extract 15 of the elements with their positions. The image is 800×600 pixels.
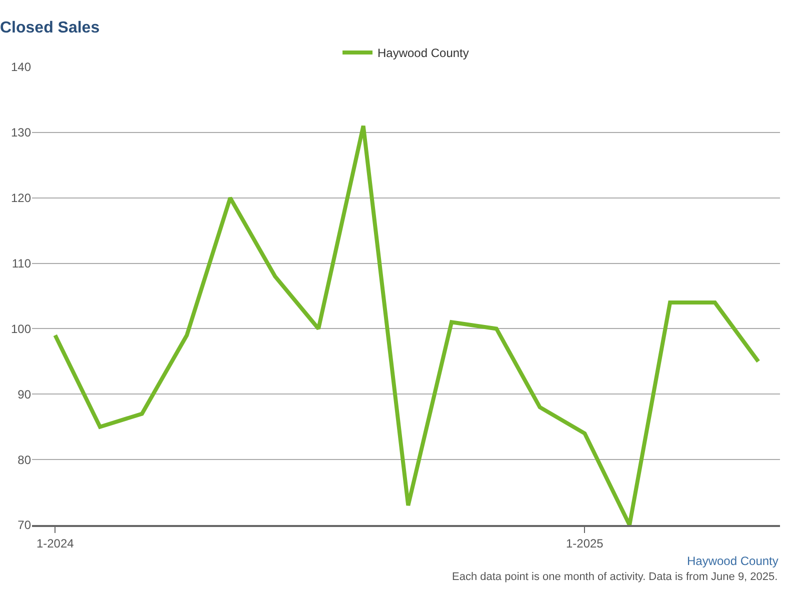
y-tick-label: 100 (10, 322, 32, 336)
x-tick-label: 1-2025 (566, 536, 604, 550)
y-tick-label: 130 (10, 126, 32, 140)
x-tick-label: 1-2024 (36, 536, 74, 550)
y-tick-label: 120 (10, 191, 32, 206)
text: Haywood County (687, 554, 778, 568)
legend-label: Haywood County (378, 46, 469, 60)
y-tick-label: 140 (10, 60, 32, 74)
chart-title: Closed Sales (0, 20, 100, 37)
y-tick-label: 90 (18, 387, 32, 402)
text: Each data point is one month of activity. Data is from June 9, 2025. (452, 571, 778, 583)
line-series (53, 124, 760, 525)
y-tick-label: 70 (18, 518, 32, 532)
y-tick-label: 80 (18, 452, 32, 467)
y-tick-label: 110 (12, 256, 32, 270)
